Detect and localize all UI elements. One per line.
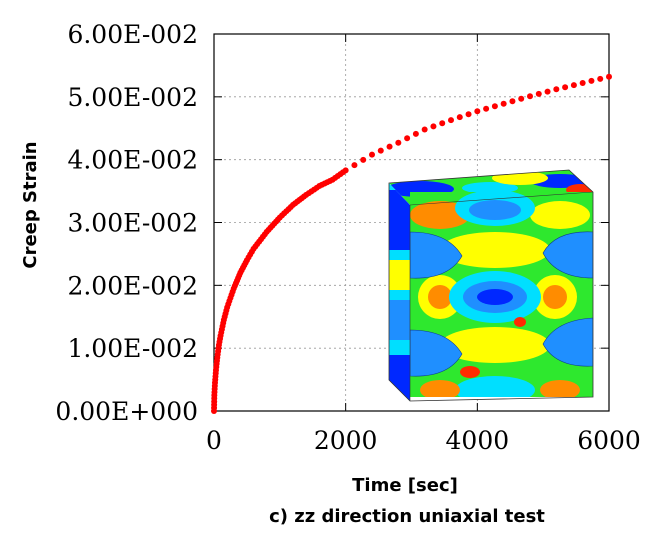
- data-point: [500, 100, 507, 107]
- data-point: [544, 88, 551, 95]
- data-point: [483, 105, 490, 112]
- data-point: [518, 95, 525, 102]
- y-tick-label: 0.00E+000: [55, 397, 198, 426]
- data-point: [527, 93, 533, 100]
- data-point: [535, 90, 542, 97]
- data-point: [439, 120, 446, 127]
- data-point: [386, 143, 393, 150]
- data-point: [465, 111, 472, 118]
- data-point: [474, 108, 481, 115]
- data-point: [456, 114, 463, 121]
- x-tick-label: 4000: [446, 426, 510, 455]
- data-point: [448, 117, 454, 124]
- data-point: [412, 130, 419, 137]
- data-point: [342, 167, 349, 174]
- data-point: [351, 162, 358, 169]
- y-axis-label: Creep Strain: [20, 141, 41, 268]
- y-tick-label: 5.00E-002: [67, 83, 198, 112]
- y-tick-label: 6.00E-002: [67, 20, 198, 49]
- data-point: [562, 84, 569, 91]
- x-tick-label: 6000: [577, 426, 641, 455]
- y-tick-label: 1.00E-002: [67, 334, 198, 363]
- chart-caption: c) zz direction uniaxial test: [269, 506, 545, 527]
- x-axis-label: Time [sec]: [352, 475, 458, 496]
- y-tick-label: 3.00E-002: [67, 209, 198, 238]
- grid-lines: [214, 34, 609, 411]
- data-point: [430, 123, 437, 130]
- x-axis-ticks: 0 2000 4000 6000: [206, 34, 641, 455]
- data-point: [606, 73, 612, 80]
- data-point: [421, 126, 428, 133]
- x-tick-label: 2000: [314, 426, 378, 455]
- data-point: [360, 156, 367, 163]
- x-tick-label: 0: [206, 426, 222, 455]
- data-point: [395, 139, 402, 146]
- y-tick-label: 4.00E-002: [67, 146, 198, 175]
- data-point: [404, 135, 411, 142]
- fem-cube-inset: [388, 169, 594, 402]
- data-point: [509, 98, 516, 105]
- data-point: [377, 147, 384, 154]
- data-point: [553, 86, 560, 93]
- data-point: [369, 151, 375, 158]
- y-axis-ticks: 0.00E+000 1.00E-002 2.00E-002 3.00E-002 4.00…: [55, 20, 609, 426]
- data-point: [491, 103, 498, 110]
- y-tick-label: 2.00E-002: [67, 271, 198, 300]
- data-point: [597, 75, 604, 82]
- data-points: [211, 73, 612, 414]
- data-point: [588, 77, 595, 84]
- data-point: [570, 82, 577, 89]
- data-point: [579, 80, 586, 87]
